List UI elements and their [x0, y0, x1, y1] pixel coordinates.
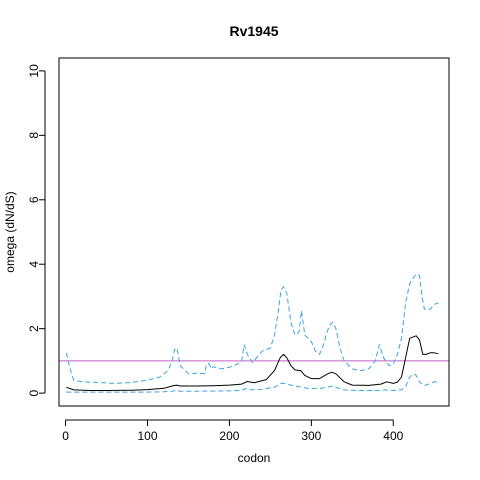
x-tick-label: 300 — [301, 429, 321, 443]
y-tick-label: 2 — [27, 325, 41, 332]
omega-estimate-line — [66, 335, 439, 391]
y-tick-label: 0 — [27, 389, 41, 396]
series-layer — [65, 273, 439, 393]
plot-frame — [58, 57, 450, 407]
y-tick-label: 8 — [27, 132, 41, 139]
y-axis-label: omega (dN/dS) — [3, 191, 17, 272]
x-axis-label: codon — [238, 451, 271, 465]
upper-bound-line — [65, 273, 439, 384]
x-tick-label: 400 — [383, 429, 403, 443]
x-tick-label: 0 — [62, 429, 69, 443]
axes-layer: 0 100 200 300 400 0 2 4 6 8 10 — [27, 64, 403, 443]
y-tick-label: 10 — [27, 64, 41, 78]
y-tick-label: 6 — [27, 196, 41, 203]
y-tick-label: 4 — [27, 261, 41, 268]
lower-bound-line — [66, 373, 439, 393]
x-tick-label: 100 — [137, 429, 157, 443]
chart-title: Rv1945 — [229, 23, 278, 39]
x-tick-label: 200 — [219, 429, 239, 443]
